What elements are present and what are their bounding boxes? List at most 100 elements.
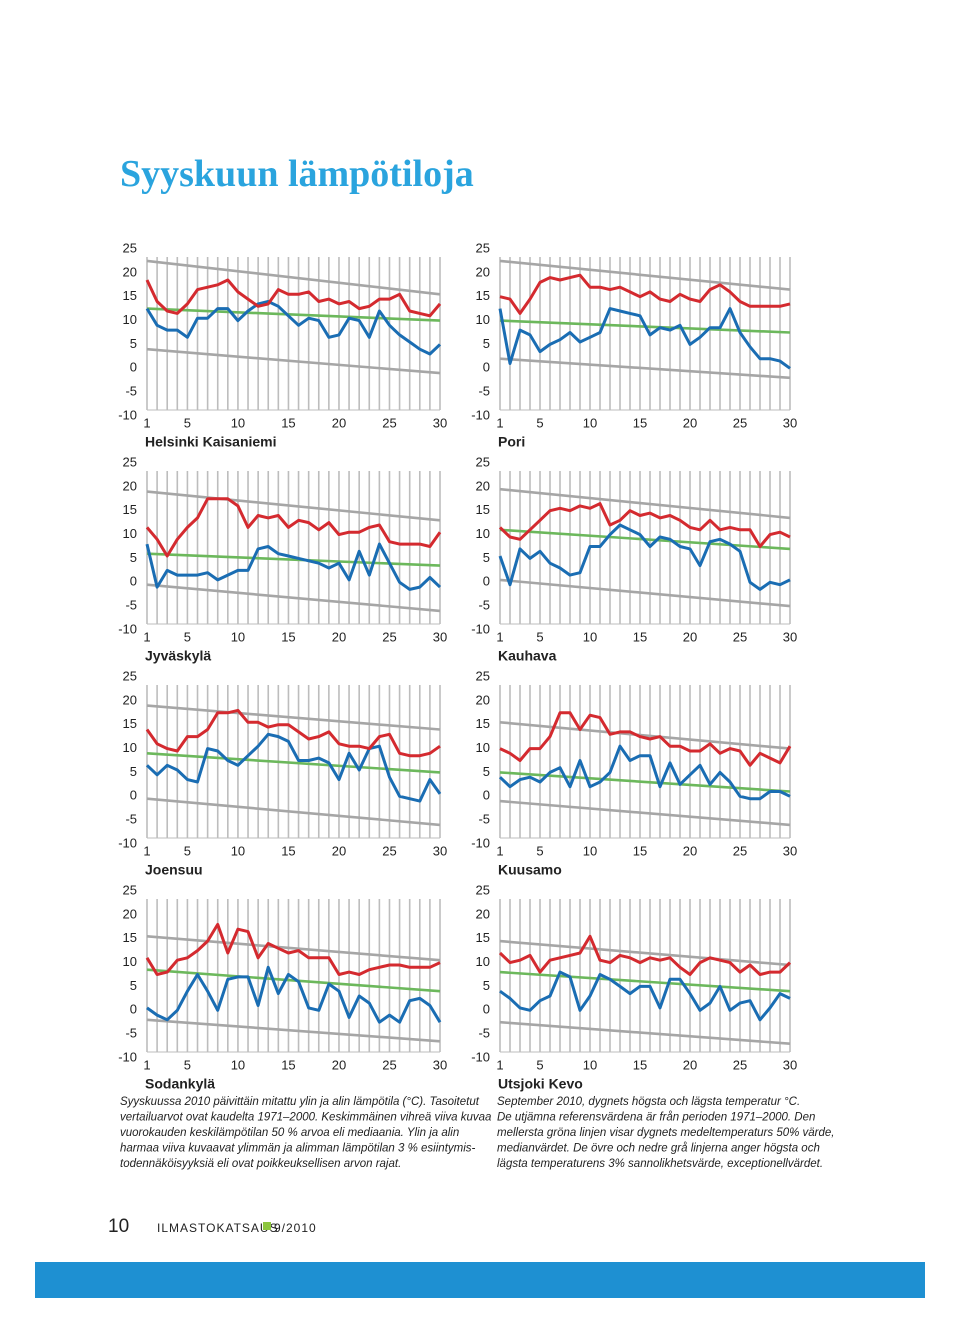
y-tick-label: 0 [483, 574, 490, 589]
chart-title: Kuusamo [498, 862, 562, 878]
x-tick-label: 15 [281, 843, 295, 858]
y-tick-label: 5 [483, 764, 490, 779]
reference-line [146, 797, 441, 827]
chart-title: Helsinki Kaisaniemi [145, 434, 277, 450]
y-tick-label: -5 [478, 598, 490, 613]
x-tick-label: 1 [143, 843, 150, 858]
x-tick-label: 20 [332, 843, 346, 858]
reference-line [146, 347, 441, 375]
reference-line [499, 578, 791, 608]
y-tick-label: 15 [476, 502, 490, 517]
x-tick-label: 30 [783, 629, 797, 644]
chart-title: Jyväskylä [145, 648, 211, 664]
temperature-line [499, 970, 791, 1022]
temperature-line [145, 300, 442, 356]
reference-line [146, 704, 441, 731]
x-tick-label: 10 [583, 1057, 597, 1072]
x-tick-label: 15 [633, 629, 647, 644]
caption-fi: vertailuarvot ovat kaudelta 1971–2000. K… [120, 1112, 491, 1124]
y-tick-label: -5 [478, 384, 490, 399]
y-tick-label: -10 [471, 835, 490, 850]
reference-line [499, 1020, 791, 1045]
x-tick-label: 25 [733, 1057, 747, 1072]
reference-line [499, 721, 791, 750]
x-tick-label: 5 [536, 415, 543, 430]
x-tick-label: 1 [143, 1057, 150, 1072]
temperature-line [145, 922, 441, 976]
temperature-line [145, 497, 442, 558]
y-tick-label: -10 [471, 1049, 490, 1064]
reference-line [146, 259, 441, 296]
x-tick-label: 1 [143, 629, 150, 644]
y-tick-label: -5 [478, 1026, 490, 1041]
reference-line [146, 1018, 441, 1043]
reference-line [499, 259, 791, 291]
y-tick-label: -5 [478, 812, 490, 827]
reference-line [499, 970, 791, 993]
y-tick-label: 10 [123, 526, 137, 541]
y-tick-label: -10 [118, 1049, 137, 1064]
y-tick-label: -5 [125, 598, 137, 613]
caption-sv: De utjämna referensvärdena är från perio… [497, 1112, 815, 1124]
y-tick-label: 25 [123, 668, 137, 683]
caption-fi: vuorokauden keskilämpötilan 50 % arvoa e… [120, 1127, 459, 1139]
reference-line [146, 490, 441, 522]
reference-line [499, 939, 791, 967]
y-tick-label: 15 [476, 288, 490, 303]
y-tick-label: 15 [123, 502, 137, 517]
y-tick-label: 25 [476, 882, 490, 897]
y-tick-label: 10 [476, 740, 490, 755]
chart-title: Kauhava [498, 648, 557, 664]
x-tick-label: 20 [683, 1057, 697, 1072]
y-tick-label: 20 [476, 478, 490, 493]
temperature-line [498, 307, 791, 370]
x-tick-label: 1 [496, 629, 503, 644]
y-tick-label: -10 [118, 835, 137, 850]
reference-line [146, 583, 441, 613]
y-tick-label: 15 [476, 716, 490, 731]
y-tick-label: -5 [125, 384, 137, 399]
y-tick-label: 20 [476, 692, 490, 707]
x-tick-label: 20 [683, 843, 697, 858]
y-tick-label: 0 [130, 1002, 137, 1017]
y-tick-label: -10 [471, 621, 490, 636]
reference-line [146, 968, 441, 993]
chart-title: Utsjoki Kevo [498, 1076, 583, 1092]
temperature-line [146, 965, 442, 1024]
x-tick-label: 30 [433, 843, 447, 858]
x-tick-label: 1 [143, 415, 150, 430]
x-tick-label: 25 [733, 629, 747, 644]
y-tick-label: 0 [483, 1002, 490, 1017]
y-tick-label: 25 [476, 454, 490, 469]
reference-line [146, 307, 441, 322]
x-tick-label: 5 [184, 629, 191, 644]
footer-bar [35, 1262, 925, 1298]
chart-title: Joensuu [145, 862, 203, 878]
x-tick-label: 25 [733, 843, 747, 858]
temperature-line [498, 934, 792, 976]
reference-line [146, 752, 441, 774]
x-tick-label: 25 [382, 1057, 396, 1072]
x-tick-label: 30 [783, 415, 797, 430]
temperature-line [498, 523, 791, 591]
y-tick-label: 25 [476, 668, 490, 683]
x-tick-label: 20 [683, 415, 697, 430]
publication: ILMASTOKATSAUS [157, 1221, 279, 1235]
reference-line [499, 799, 791, 827]
chart-title: Pori [498, 434, 525, 450]
y-tick-label: 5 [483, 550, 490, 565]
x-tick-label: 5 [184, 415, 191, 430]
y-tick-label: 25 [476, 240, 490, 255]
temperature-line [499, 273, 791, 315]
y-tick-label: 25 [123, 882, 137, 897]
x-tick-label: 25 [733, 415, 747, 430]
x-tick-label: 25 [382, 843, 396, 858]
y-tick-label: 5 [130, 764, 137, 779]
reference-line [499, 487, 791, 520]
x-tick-label: 30 [783, 1057, 797, 1072]
y-tick-label: -5 [125, 812, 137, 827]
temperature-line [499, 711, 792, 767]
x-tick-label: 15 [281, 629, 295, 644]
